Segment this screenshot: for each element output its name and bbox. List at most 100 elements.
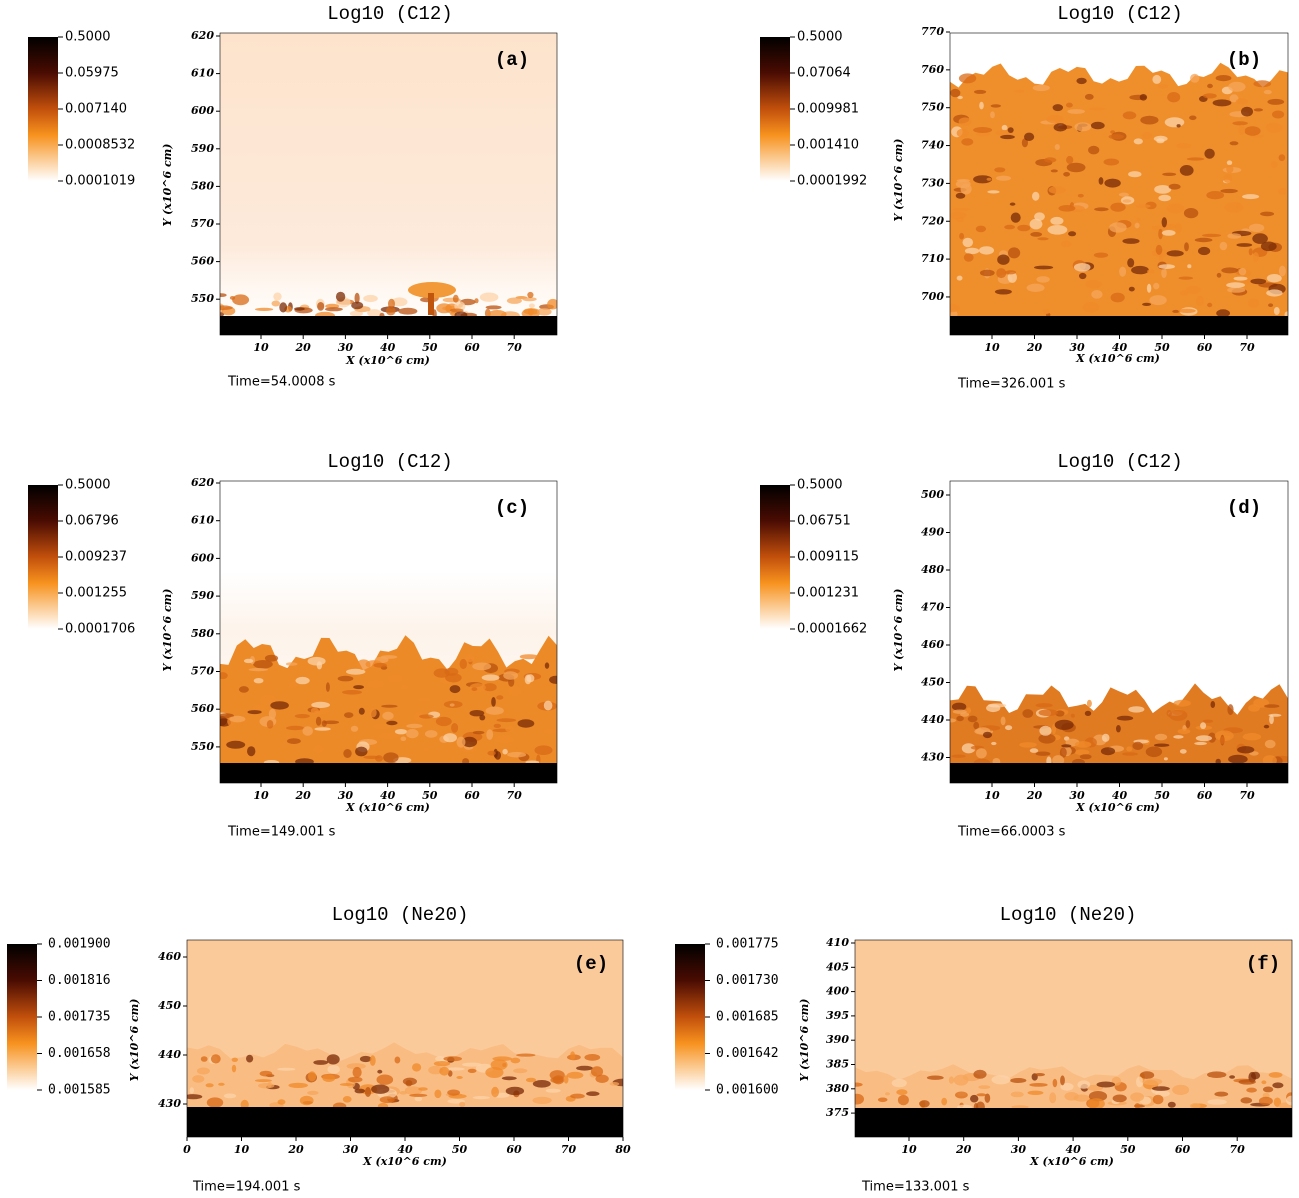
y-tick-label: 460 (921, 638, 944, 651)
eddy (270, 701, 289, 710)
eddy (1004, 224, 1015, 230)
x-tick-label: 10 (901, 1143, 917, 1156)
eddy (462, 1062, 482, 1067)
eddy (1221, 267, 1239, 274)
eddy (1155, 244, 1163, 255)
eddy (342, 690, 362, 695)
eddy (1084, 93, 1094, 100)
eddy (962, 237, 974, 248)
panel-label: (e) (574, 953, 608, 975)
eddy (1158, 228, 1163, 240)
eddy (1260, 211, 1275, 217)
x-tick-label: 10 (253, 789, 269, 802)
panel: Log10 (C12) (a) Time=54.0008 s X (x10^6 cm)… (28, 3, 558, 390)
eddy (313, 745, 324, 753)
eddy (513, 1068, 528, 1074)
eddy (1027, 1090, 1044, 1096)
plot-area (187, 940, 623, 1137)
eddy (1272, 1082, 1284, 1089)
eddy (439, 1066, 450, 1076)
eddy (386, 720, 398, 726)
eddy (418, 1087, 428, 1091)
eddy (1029, 1083, 1048, 1087)
eddy (258, 1083, 275, 1089)
eddy (326, 1054, 340, 1065)
eddy (1263, 724, 1270, 729)
x-tick-label: 50 (1154, 341, 1170, 354)
eddy (1116, 715, 1134, 721)
y-tick-label: 460 (158, 950, 181, 963)
eddy (1061, 744, 1072, 748)
eddy (311, 701, 330, 709)
colorbar-label: 0.001255 (65, 586, 127, 601)
eddy (1203, 93, 1217, 99)
eddy (976, 748, 987, 759)
time-label: Time=54.0008 s (227, 375, 336, 390)
eddy (1162, 172, 1177, 176)
eddy (1260, 241, 1277, 252)
eddy (1037, 237, 1049, 241)
eddy (951, 754, 966, 758)
eddy (447, 1089, 460, 1096)
eddy (1122, 238, 1140, 244)
eddy (501, 1076, 517, 1081)
bottom-layer (220, 316, 557, 335)
eddy (1154, 733, 1168, 741)
eddy (349, 696, 361, 701)
eddy (1010, 1091, 1024, 1098)
panel-title: Log10 (Ne20) (332, 904, 469, 926)
eddy (288, 681, 298, 689)
eddy (423, 748, 429, 752)
eddy (220, 305, 233, 310)
eddy (335, 291, 346, 302)
bottom-layer (950, 316, 1288, 335)
eddy (951, 702, 967, 711)
eddy (1158, 194, 1171, 202)
eddy (956, 275, 963, 281)
y-tick-label: 440 (158, 1048, 181, 1061)
eddy (1008, 247, 1021, 259)
y-tick-label: 770 (921, 25, 944, 38)
eddy (1267, 98, 1285, 105)
eddy (528, 303, 535, 309)
eddy (586, 1091, 600, 1096)
eddy (953, 1074, 969, 1086)
eddy (1146, 283, 1152, 293)
eddy (1010, 212, 1021, 223)
eddy (465, 654, 475, 663)
eddy (1232, 121, 1248, 126)
plot-area (855, 940, 1292, 1137)
eddy (264, 654, 279, 662)
x-tick-label: 30 (1069, 341, 1085, 354)
eddy (1173, 735, 1184, 739)
eddy (1203, 719, 1213, 723)
eddy (232, 294, 250, 306)
eddy (254, 1079, 272, 1083)
eddy (1266, 289, 1283, 297)
eddy (1088, 107, 1107, 111)
x-tick-label: 50 (452, 1143, 468, 1156)
x-tick-label: 30 (338, 789, 354, 802)
eddy (1024, 132, 1035, 141)
eddy (349, 310, 363, 317)
eddy (1074, 749, 1090, 756)
x-tick-label: 20 (1026, 341, 1043, 354)
eddy (1207, 302, 1213, 308)
eddy (1223, 173, 1233, 183)
eddy (855, 1082, 863, 1087)
eddy (950, 88, 961, 98)
x-tick-label: 40 (380, 341, 396, 354)
eddy (1093, 252, 1109, 258)
eddy (1127, 258, 1135, 268)
eddy (1228, 81, 1246, 92)
eddy (210, 1054, 221, 1064)
eddy (200, 1056, 208, 1062)
eddy (1268, 1072, 1283, 1078)
eddy (1017, 224, 1031, 232)
x-tick-label: 10 (253, 341, 269, 354)
eddy (1172, 1084, 1190, 1095)
eddy (532, 1096, 552, 1104)
eddy (1229, 1075, 1235, 1079)
eddy (1186, 285, 1201, 294)
eddy (279, 302, 288, 313)
